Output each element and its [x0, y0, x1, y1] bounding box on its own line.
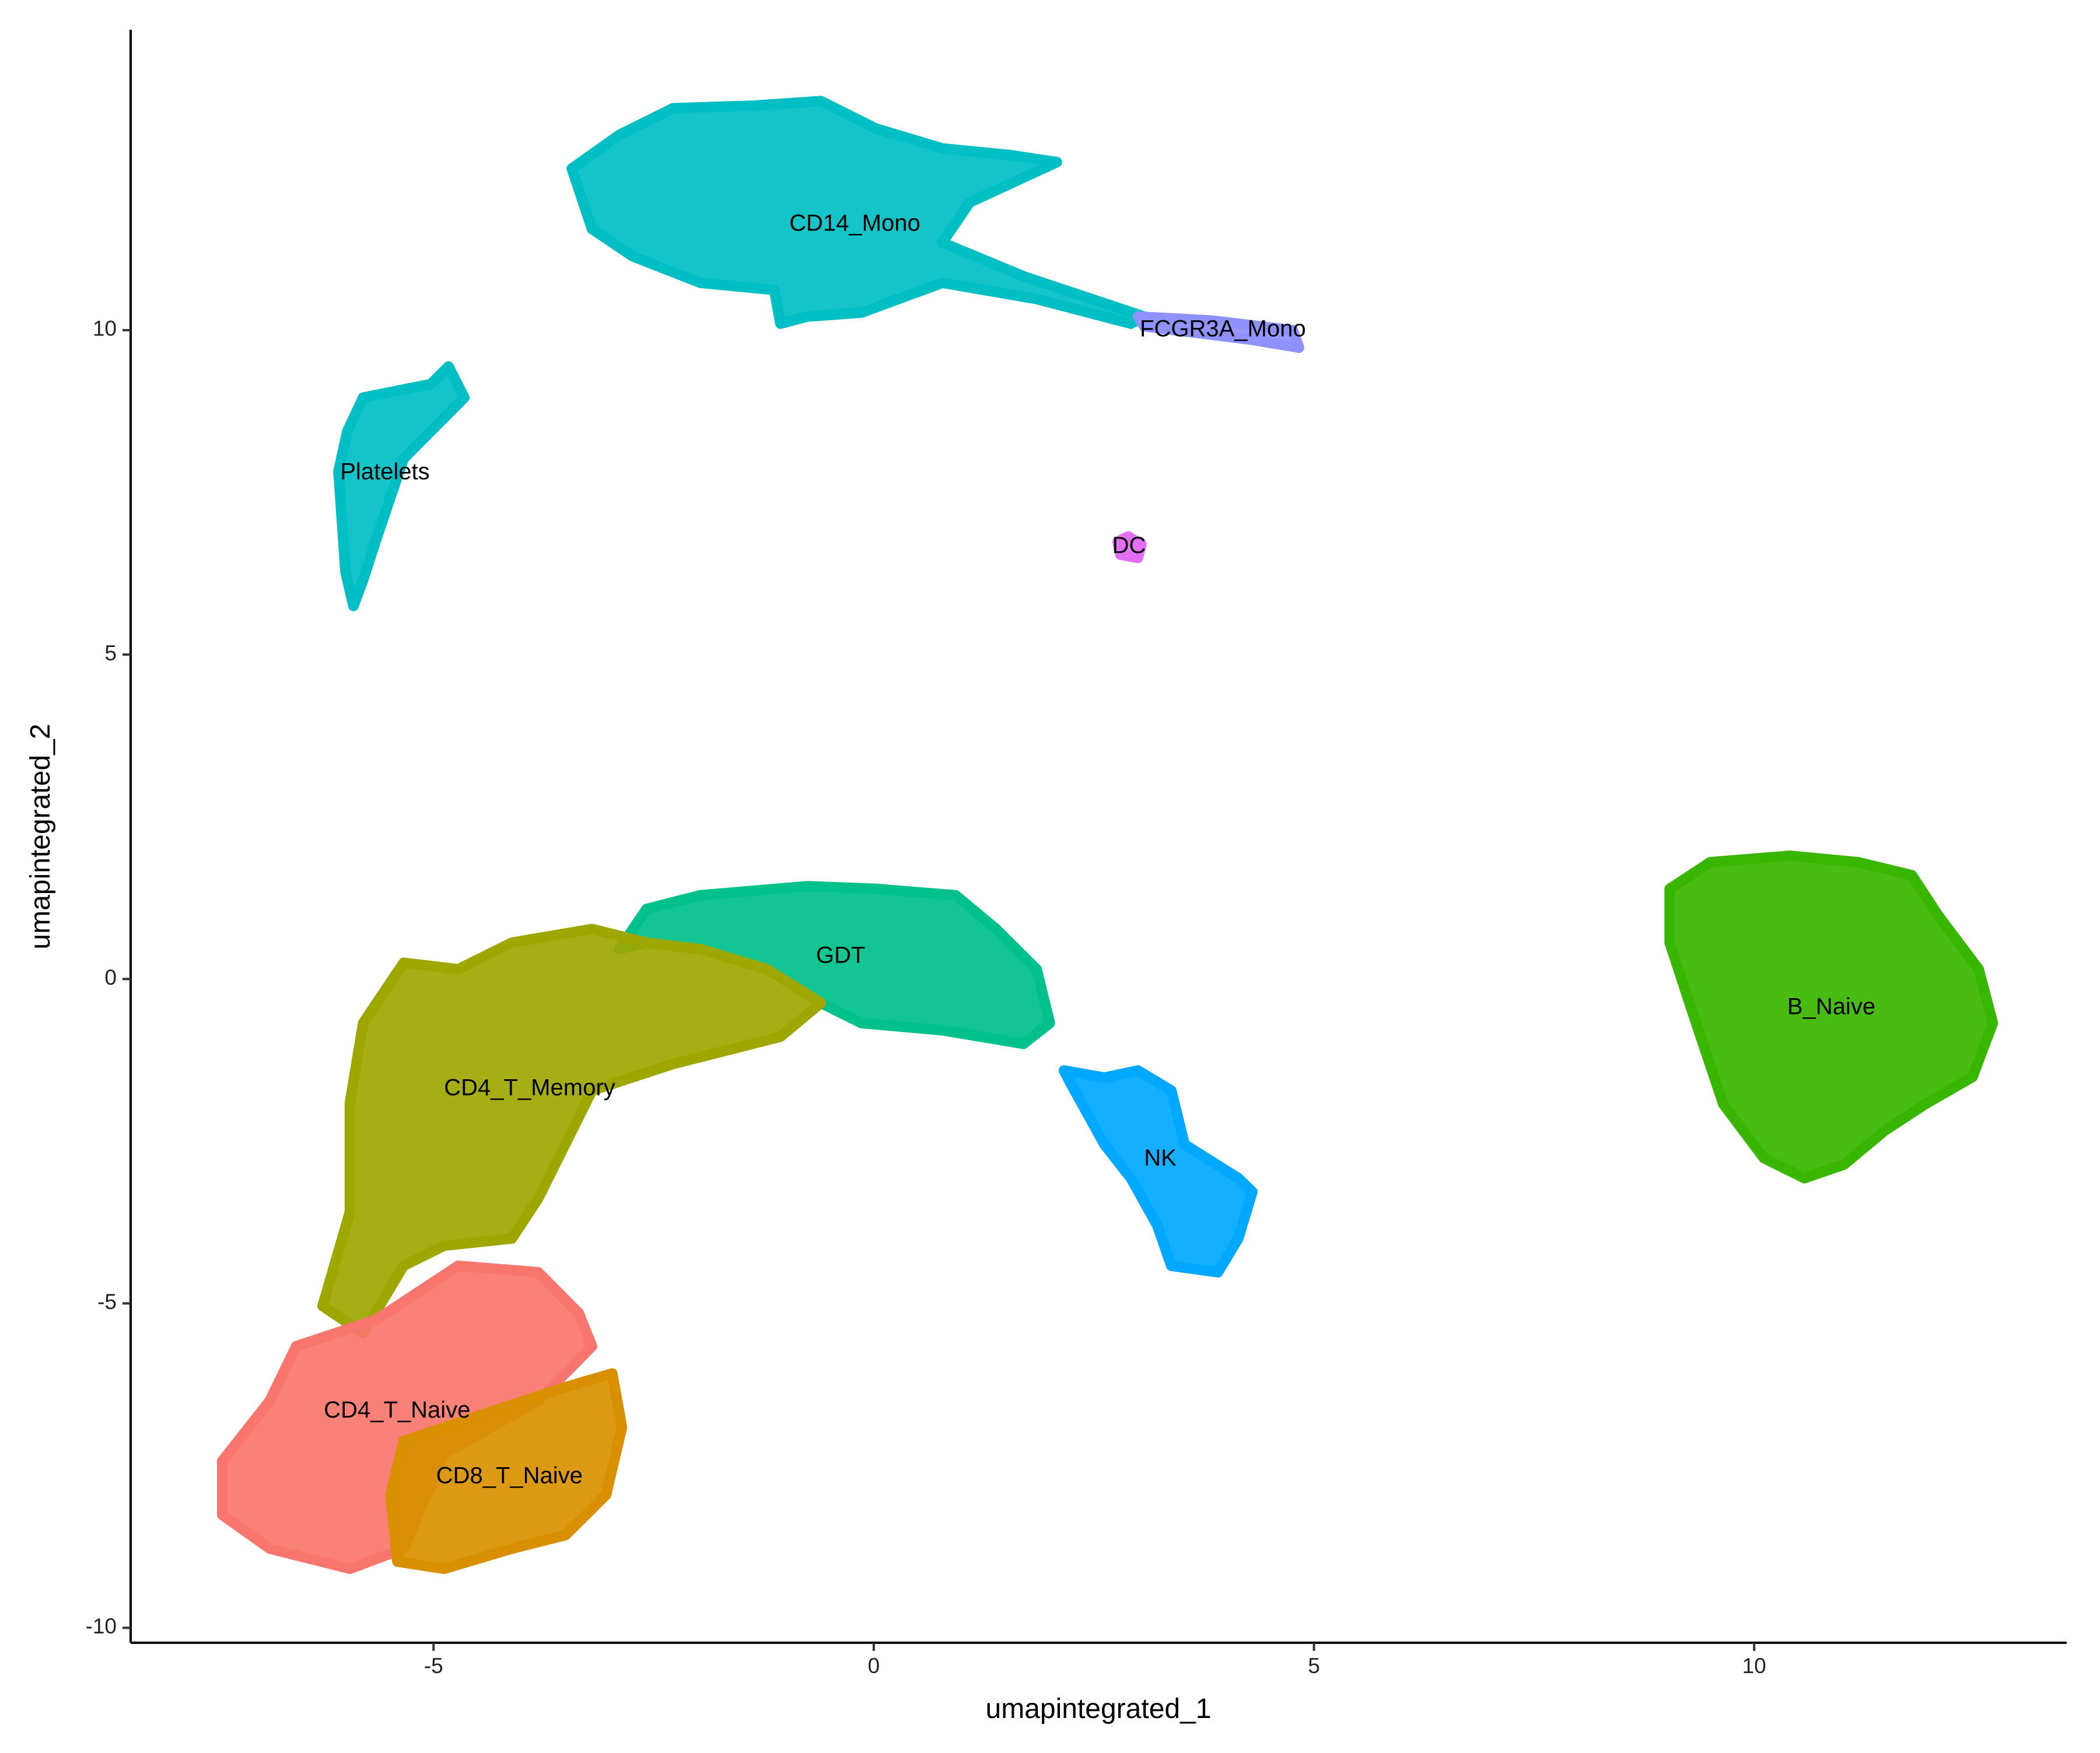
cluster-region	[333, 361, 470, 611]
cluster-region	[1664, 850, 1999, 1184]
cluster-label: Platelets	[340, 459, 429, 485]
y-axis-title: umapintegrated_2	[25, 724, 56, 950]
x-tick-label: 0	[868, 1654, 880, 1678]
cluster-region	[217, 1260, 597, 1574]
cluster-label: CD14_Mono	[789, 211, 921, 236]
cluster-region	[1058, 1065, 1258, 1278]
cluster-region	[1132, 311, 1304, 353]
x-tick-label: -5	[424, 1654, 443, 1678]
cluster-label: DC	[1112, 533, 1146, 558]
cluster-label: GDT	[816, 942, 865, 968]
cluster-label: CD8_T_Naive	[436, 1462, 583, 1488]
cluster-label: CD4_T_Memory	[444, 1075, 615, 1101]
cluster-label: NK	[1144, 1145, 1177, 1171]
y-tick-label: 0	[104, 965, 117, 989]
cluster-region	[317, 923, 827, 1339]
cluster-label: FCGR3A_Mono	[1140, 316, 1306, 342]
y-tick-label: 5	[104, 641, 117, 665]
x-tick-label: 5	[1308, 1654, 1320, 1678]
x-axis-title: umapintegrated_1	[986, 1693, 1212, 1724]
cluster-label: CD4_T_Naive	[324, 1397, 470, 1423]
x-tick-label: 10	[1742, 1654, 1766, 1678]
cluster-region	[566, 96, 1150, 329]
y-tick-label: 10	[93, 317, 117, 341]
cluster-region	[385, 1368, 628, 1574]
cluster-label: B_Naive	[1787, 993, 1875, 1019]
y-tick-label: -5	[97, 1290, 117, 1314]
cluster-region	[1112, 531, 1147, 564]
y-tick-label: -10	[86, 1614, 117, 1638]
